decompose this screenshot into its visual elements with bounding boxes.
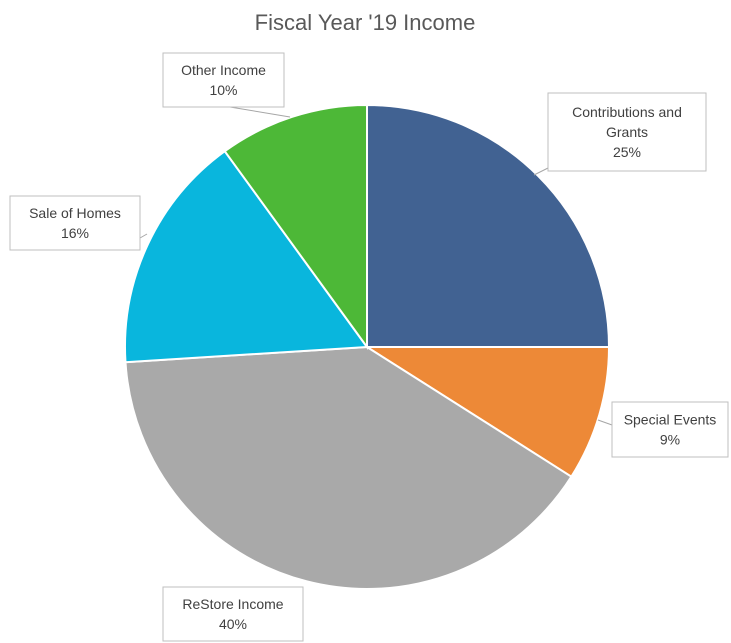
leader-line-sale-of-homes	[139, 233, 148, 239]
data-label-category: Special Events	[624, 412, 717, 428]
data-label-percent: 25%	[613, 144, 641, 160]
data-label-contributions-and-grants: Contributions and Grants 25%	[547, 92, 707, 172]
pie-slice-sale-of-homes	[124, 149, 369, 364]
data-label-box	[162, 586, 304, 642]
data-label-category: Contributions and	[572, 104, 682, 120]
data-label-box	[547, 92, 707, 172]
data-label-percent: 9%	[660, 432, 680, 448]
pie-slice-other-income	[223, 103, 368, 351]
leader-line-special-events	[597, 419, 613, 426]
label-leader-lines	[139, 106, 613, 426]
leader-line-other-income	[229, 106, 291, 118]
data-label-box	[9, 195, 141, 251]
data-label-category: Sale of Homes	[29, 205, 121, 221]
pie-slice-restore-income	[124, 345, 573, 590]
data-label-percent: 10%	[209, 82, 237, 98]
data-label-restore-income: ReStore Income 40%	[162, 586, 304, 642]
data-label-sale-of-homes: Sale of Homes 16%	[9, 195, 141, 251]
pie-slice-special-events	[363, 346, 611, 479]
data-label-other-income: Other Income 10%	[162, 52, 285, 108]
data-label-percent: 40%	[219, 616, 247, 632]
data-label-box	[162, 52, 285, 108]
data-label-special-events: Special Events 9%	[611, 401, 729, 458]
chart-title: Fiscal Year '19 Income	[255, 10, 476, 35]
data-labels: Contributions and Grants 25% Special Events…	[9, 52, 729, 642]
data-label-category: Other Income	[181, 62, 266, 78]
pie-slice-contributions-and-grants	[366, 103, 611, 348]
data-label-box	[611, 401, 729, 458]
data-label-category: Grants	[606, 124, 648, 140]
pie-slices	[124, 103, 611, 590]
data-label-category: ReStore Income	[182, 596, 283, 612]
leader-line-contributions-and-grants	[533, 167, 549, 176]
data-label-percent: 16%	[61, 225, 89, 241]
